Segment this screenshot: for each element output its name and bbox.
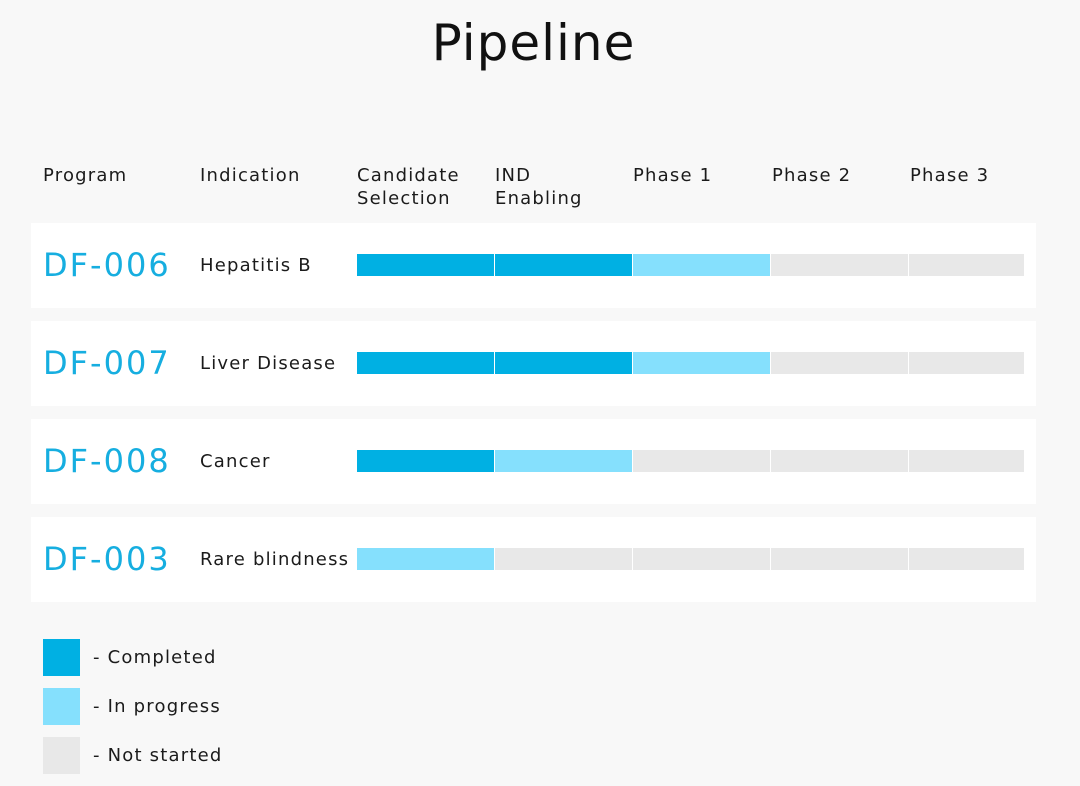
column-header-phase-3: Phase 3 [910, 165, 990, 186]
stage-segment-phase-3 [909, 254, 1024, 276]
program-code: DF-007 [43, 344, 171, 382]
pipeline-header: Program Indication Candidate Selection I… [0, 164, 1080, 214]
stage-segment-ind-enabling [495, 450, 632, 472]
column-header-indication: Indication [200, 165, 301, 186]
program-code: DF-008 [43, 442, 171, 480]
stage-segment-phase-2 [771, 254, 908, 276]
progress-bar [357, 548, 1024, 570]
pipeline-row: DF-008 Cancer [31, 419, 1036, 504]
stage-segment-phase-3 [909, 352, 1024, 374]
legend-label: - In progress [93, 696, 221, 717]
pipeline-row: DF-003 Rare blindness [31, 517, 1036, 602]
pipeline-row: DF-007 Liver Disease [31, 321, 1036, 406]
stage-segment-phase-1 [633, 352, 770, 374]
stage-segment-phase-2 [771, 352, 908, 374]
stage-segment-phase-3 [909, 450, 1024, 472]
stage-segment-candidate-selection [357, 548, 494, 570]
stage-segment-phase-1 [633, 450, 770, 472]
progress-bar [357, 352, 1024, 374]
column-header-program: Program [43, 165, 128, 186]
stage-segment-phase-3 [909, 548, 1024, 570]
legend-label: - Not started [93, 745, 223, 766]
legend-swatch-not-started [43, 737, 80, 774]
stage-segment-phase-2 [771, 450, 908, 472]
stage-segment-candidate-selection [357, 352, 494, 374]
legend-swatch-in-progress [43, 688, 80, 725]
stage-segment-candidate-selection [357, 450, 494, 472]
pipeline-row: DF-006 Hepatitis B [31, 223, 1036, 308]
progress-bar [357, 450, 1024, 472]
column-header-phase-2: Phase 2 [772, 165, 852, 186]
indication-label: Cancer [200, 451, 271, 472]
pipeline-table: DF-006 Hepatitis B DF-007 Liver Disease … [31, 223, 1036, 615]
stage-segment-candidate-selection [357, 254, 494, 276]
indication-label: Liver Disease [200, 353, 337, 374]
stage-segment-ind-enabling [495, 548, 632, 570]
indication-label: Rare blindness [200, 549, 350, 570]
column-header-candidate-selection: Candidate Selection [357, 165, 460, 209]
program-code: DF-006 [43, 246, 171, 284]
indication-label: Hepatitis B [200, 255, 312, 276]
stage-segment-phase-1 [633, 254, 770, 276]
stage-segment-phase-1 [633, 548, 770, 570]
page-title: Pipeline [431, 14, 636, 72]
column-header-phase-1: Phase 1 [633, 165, 713, 186]
stage-segment-ind-enabling [495, 254, 632, 276]
stage-segment-phase-2 [771, 548, 908, 570]
legend-label: - Completed [93, 647, 217, 668]
progress-bar [357, 254, 1024, 276]
column-header-ind-enabling: IND Enabling [495, 165, 583, 209]
legend-swatch-completed [43, 639, 80, 676]
program-code: DF-003 [43, 540, 171, 578]
stage-segment-ind-enabling [495, 352, 632, 374]
